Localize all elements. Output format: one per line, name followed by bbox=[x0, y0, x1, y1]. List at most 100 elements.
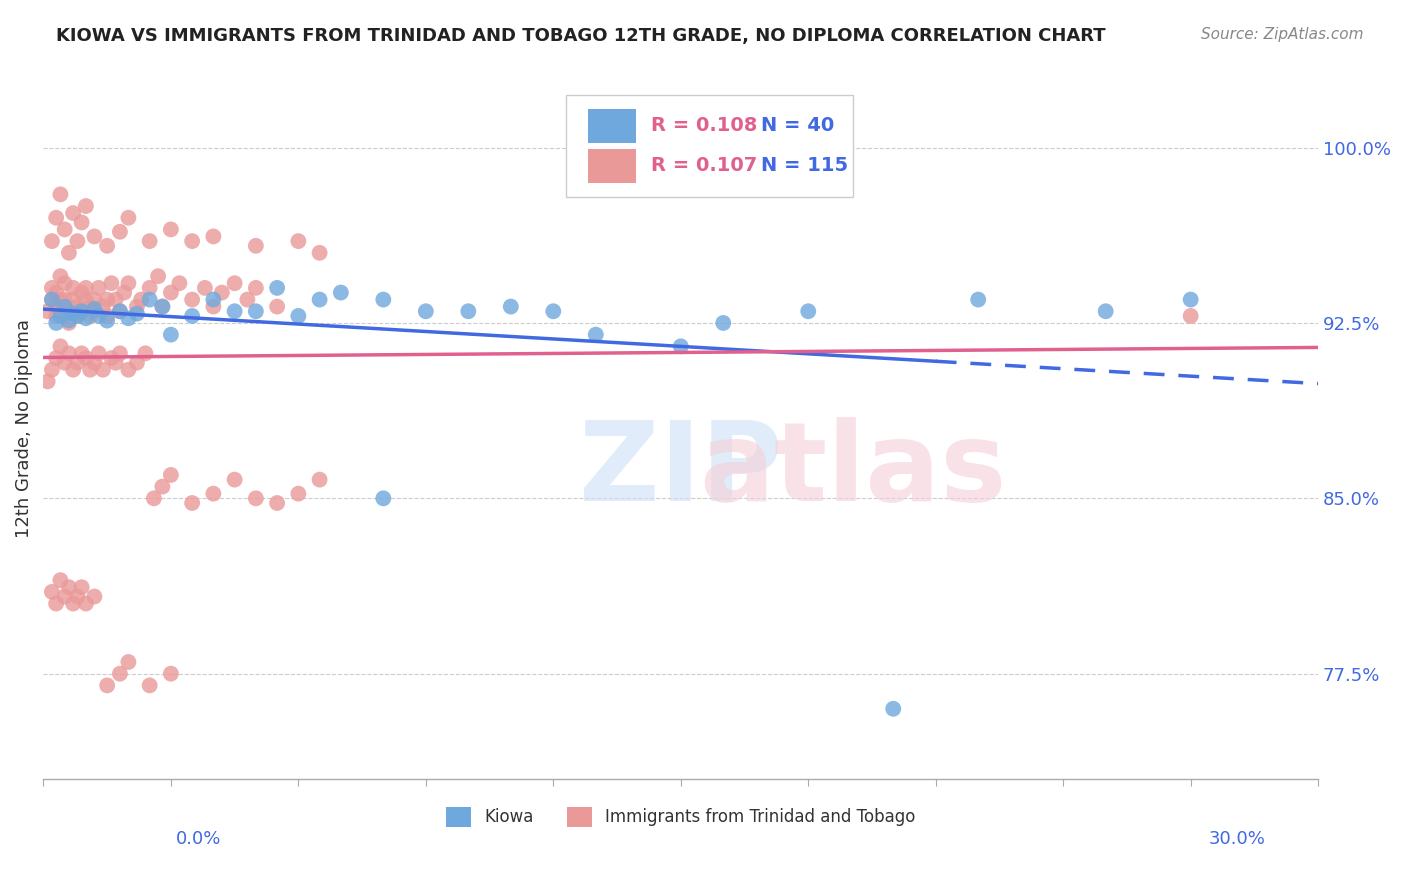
Point bbox=[181, 309, 204, 323]
Point bbox=[41, 281, 63, 295]
Point bbox=[66, 234, 89, 248]
Point bbox=[96, 313, 118, 327]
Point bbox=[53, 590, 76, 604]
Text: ZIP: ZIP bbox=[579, 417, 783, 524]
Point bbox=[53, 309, 76, 323]
Point bbox=[138, 281, 160, 295]
Text: R = 0.107: R = 0.107 bbox=[651, 156, 758, 176]
Point bbox=[62, 206, 84, 220]
Point bbox=[41, 293, 63, 307]
Point bbox=[224, 304, 246, 318]
Point bbox=[83, 301, 105, 316]
Point bbox=[308, 245, 330, 260]
Point bbox=[129, 293, 152, 307]
Point bbox=[70, 304, 93, 318]
Point bbox=[104, 356, 127, 370]
Point bbox=[49, 187, 72, 202]
Text: N = 40: N = 40 bbox=[761, 116, 834, 136]
Point bbox=[108, 346, 131, 360]
Bar bbox=[588, 149, 636, 183]
Point bbox=[49, 573, 72, 587]
Point bbox=[62, 293, 84, 307]
Point bbox=[117, 211, 139, 225]
Point bbox=[53, 276, 76, 290]
Point bbox=[160, 666, 183, 681]
Point bbox=[45, 211, 67, 225]
Point bbox=[108, 304, 131, 318]
Point bbox=[329, 285, 352, 300]
Point bbox=[711, 316, 734, 330]
Point bbox=[1180, 309, 1202, 323]
Point bbox=[146, 269, 169, 284]
Point bbox=[53, 222, 76, 236]
Point bbox=[87, 281, 110, 295]
Point bbox=[499, 300, 522, 314]
Point bbox=[49, 293, 72, 307]
Point bbox=[75, 311, 97, 326]
Point bbox=[41, 585, 63, 599]
Point bbox=[49, 269, 72, 284]
Point bbox=[87, 346, 110, 360]
Point bbox=[181, 293, 204, 307]
Point bbox=[66, 590, 89, 604]
Point bbox=[49, 304, 72, 318]
Point bbox=[83, 229, 105, 244]
Point bbox=[125, 307, 148, 321]
Point bbox=[79, 309, 101, 323]
Point bbox=[45, 316, 67, 330]
Point bbox=[75, 293, 97, 307]
Point bbox=[45, 597, 67, 611]
Point bbox=[1094, 304, 1116, 318]
Point bbox=[41, 362, 63, 376]
Point bbox=[53, 356, 76, 370]
Point bbox=[100, 351, 122, 365]
Point bbox=[62, 597, 84, 611]
Point bbox=[45, 351, 67, 365]
Point bbox=[669, 339, 692, 353]
Point bbox=[62, 362, 84, 376]
Text: 30.0%: 30.0% bbox=[1209, 830, 1265, 847]
Text: N = 115: N = 115 bbox=[761, 156, 848, 176]
Text: 0.0%: 0.0% bbox=[176, 830, 221, 847]
Point bbox=[96, 309, 118, 323]
Point bbox=[138, 293, 160, 307]
Point bbox=[112, 285, 135, 300]
Point bbox=[194, 281, 217, 295]
Point bbox=[58, 313, 80, 327]
Point bbox=[373, 293, 395, 307]
Point bbox=[104, 293, 127, 307]
Point bbox=[83, 590, 105, 604]
Point bbox=[117, 276, 139, 290]
Point bbox=[41, 234, 63, 248]
Point bbox=[96, 239, 118, 253]
Point bbox=[83, 304, 105, 318]
Point bbox=[66, 300, 89, 314]
Point bbox=[150, 480, 173, 494]
Point bbox=[58, 304, 80, 318]
Point bbox=[79, 300, 101, 314]
Point bbox=[134, 346, 156, 360]
Point bbox=[142, 491, 165, 506]
Point bbox=[224, 276, 246, 290]
Legend: Kiowa, Immigrants from Trinidad and Tobago: Kiowa, Immigrants from Trinidad and Toba… bbox=[439, 800, 922, 834]
Point bbox=[882, 702, 904, 716]
Point bbox=[75, 597, 97, 611]
Point bbox=[108, 666, 131, 681]
Point bbox=[125, 356, 148, 370]
Text: atlas: atlas bbox=[699, 417, 1007, 524]
Point bbox=[75, 351, 97, 365]
Point bbox=[308, 293, 330, 307]
Point bbox=[150, 300, 173, 314]
Point bbox=[62, 281, 84, 295]
Point bbox=[70, 346, 93, 360]
Point bbox=[373, 491, 395, 506]
Point bbox=[70, 580, 93, 594]
Point bbox=[117, 362, 139, 376]
FancyBboxPatch shape bbox=[567, 95, 853, 197]
Point bbox=[87, 309, 110, 323]
Point bbox=[66, 309, 89, 323]
Point bbox=[70, 215, 93, 229]
Point bbox=[45, 309, 67, 323]
Point bbox=[37, 375, 59, 389]
Point bbox=[1180, 293, 1202, 307]
